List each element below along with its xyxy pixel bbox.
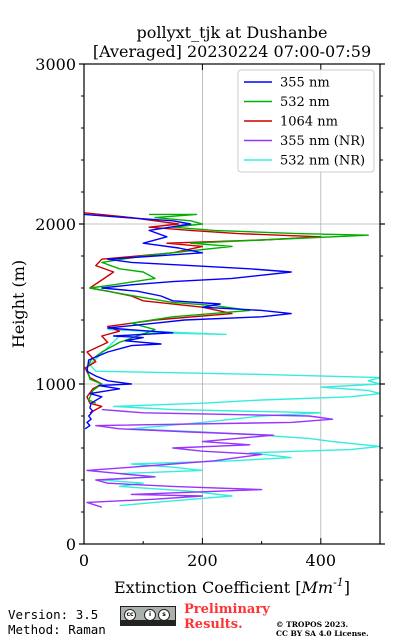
copyright-line2: CC BY SA 4.0 License. xyxy=(276,629,369,638)
method-text: Method: Raman xyxy=(8,622,106,637)
chart-title-line1: pollyxt_tjk at Dushanbe xyxy=(136,23,327,42)
x-axis-label-prefix: Extinction Coefficient [ xyxy=(114,578,302,597)
legend-label-0: 355 nm xyxy=(280,76,330,91)
legend-box xyxy=(237,69,375,173)
x-tick-label: 400 xyxy=(306,551,337,570)
axis-ticks: 0 200 400 0 1000 2000 3000 xyxy=(35,55,385,570)
series-line-4 xyxy=(89,328,380,507)
legend-label-4: 532 nm (NR) xyxy=(280,154,365,169)
plot-frame xyxy=(83,63,381,545)
x-axis-label: Extinction Coefficient [Mm-1] xyxy=(114,576,350,597)
y-tick-label: 3000 xyxy=(35,55,76,74)
y-axis-label: Height (m) xyxy=(9,260,28,348)
version-text: Version: 3.5 xyxy=(8,607,99,622)
badge-strip xyxy=(121,620,175,625)
legend: 355 nm 532 nm 1064 nm 355 nm (NR) 532 nm (NR… xyxy=(237,69,375,173)
copyright-line1: © TROPOS 2023. xyxy=(276,620,349,629)
x-axis-label-suffix: ] xyxy=(344,578,350,597)
series-line-3 xyxy=(86,408,334,508)
x-tick-label: 0 xyxy=(79,551,89,570)
preliminary-notice: Preliminary Results. xyxy=(184,602,270,632)
x-axis-label-exponent: -1 xyxy=(333,576,344,589)
extinction-profile-chart: pollyxt_tjk at Dushanbe [Averaged] 20230… xyxy=(9,23,385,597)
x-axis-label-unit: Mm xyxy=(301,578,334,597)
legend-label-3: 355 nm (NR) xyxy=(280,134,365,149)
copyright-notice: © TROPOS 2023. CC BY SA 4.0 License. xyxy=(276,620,369,638)
y-tick-label: 0 xyxy=(66,535,76,554)
y-tick-label: 2000 xyxy=(35,215,76,234)
y-tick-label: 1000 xyxy=(35,375,76,394)
legend-label-1: 532 nm xyxy=(280,95,330,110)
preliminary-line1: Preliminary xyxy=(184,602,270,617)
chart-title-line2: [Averaged] 20230224 07:00-07:59 xyxy=(93,42,371,61)
series-line-0 xyxy=(84,213,292,430)
series-layer xyxy=(84,212,380,508)
legend-label-2: 1064 nm xyxy=(280,115,338,130)
cc-license-badge: cc i s xyxy=(120,606,176,626)
preliminary-line2: Results. xyxy=(184,617,243,632)
x-tick-label: 200 xyxy=(187,551,218,570)
